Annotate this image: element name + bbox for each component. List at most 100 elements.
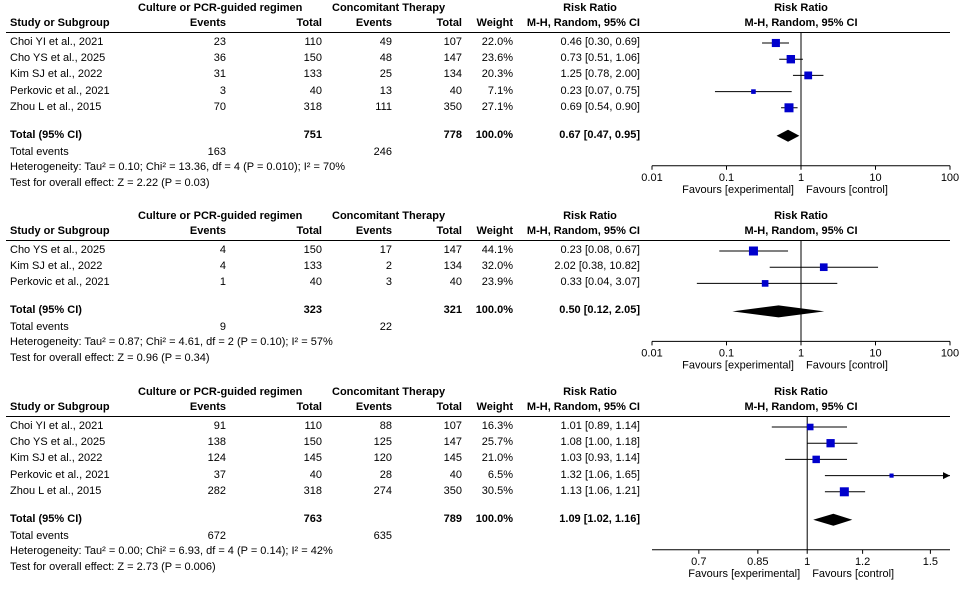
total-ctrl-total: 789 [443, 512, 462, 525]
total-events-label: Total events [10, 145, 69, 158]
rr-ci-cell: 0.46 [0.30, 0.69] [560, 36, 640, 48]
exp-group-header: Culture or PCR-guided regimen [138, 210, 303, 222]
ctrl-events-cell: 25 [379, 68, 392, 81]
ctrl-events-cell: 49 [379, 36, 392, 48]
exp-total-header: Total [296, 401, 322, 413]
ctrl-events-header: Events [355, 401, 392, 413]
overall-effect-text: Test for overall effect: Z = 2.22 (P = 0… [10, 176, 210, 189]
point-estimate-marker [826, 439, 835, 448]
point-estimate-marker [806, 423, 814, 431]
method-header: M-H, Random, 95% CI [526, 225, 640, 237]
exp-events-header: Events [189, 401, 226, 413]
x-tick-label: 100 [941, 172, 959, 184]
total-weight: 100.0% [475, 128, 513, 141]
weight-header: Weight [476, 401, 513, 413]
exp-events-header: Events [189, 225, 226, 237]
exp-events-cell: 3 [219, 84, 226, 97]
total-label: Total (95% CI) [10, 512, 82, 525]
exp-events-cell: 282 [207, 484, 226, 497]
favours-experimental-label: Favours [experimental] [688, 568, 800, 580]
exp-events-cell: 37 [213, 468, 226, 481]
plot-column-header: Risk Ratio [774, 2, 828, 14]
weight-cell: 25.7% [481, 436, 513, 449]
total-rr-ci: 1.09 [1.02, 1.16] [559, 512, 640, 525]
plot-column-header: Risk Ratio [774, 210, 828, 222]
study-name: Choi YI et al., 2021 [10, 36, 104, 48]
favours-control-label: Favours [control] [812, 568, 894, 580]
exp-total-cell: 150 [303, 244, 322, 256]
weight-cell: 23.6% [481, 52, 513, 65]
plot-method-header: M-H, Random, 95% CI [744, 17, 858, 29]
favours-control-label: Favours [control] [806, 359, 888, 371]
ctrl-total-header: Total [436, 225, 462, 237]
forest-panel-3: Culture or PCR-guided regimen Concomitant… [0, 384, 962, 592]
rr-ci-cell: 2.02 [0.38, 10.82] [554, 260, 640, 273]
ctrl-total-cell: 147 [443, 436, 462, 449]
rr-ci-cell: 1.01 [0.89, 1.14] [560, 420, 640, 432]
exp-total-cell: 150 [303, 52, 322, 65]
weight-cell: 23.9% [481, 276, 513, 289]
exp-total-cell: 110 [304, 36, 322, 48]
rr-ci-cell: 1.25 [0.78, 2.00] [560, 68, 640, 81]
x-tick-label: 1 [798, 347, 804, 359]
total-exp-total: 763 [303, 512, 322, 525]
exp-events-cell: 4 [219, 260, 226, 273]
total-weight: 100.0% [475, 512, 513, 525]
x-tick-label: 1 [798, 172, 804, 184]
total-exp-total: 751 [303, 128, 322, 141]
study-name: Cho YS et al., 2025 [10, 52, 106, 65]
exp-total-cell: 145 [303, 452, 322, 465]
ctrl-total-header: Total [436, 17, 462, 29]
x-tick-label: 10 [869, 172, 881, 184]
study-column-header: Study or Subgroup [10, 225, 110, 237]
exp-group-header: Culture or PCR-guided regimen [138, 2, 303, 14]
ctrl-events-cell: 13 [379, 84, 392, 97]
rr-ci-cell: 1.32 [1.06, 1.65] [560, 468, 640, 481]
weight-header: Weight [476, 17, 513, 29]
ctrl-events-cell: 28 [379, 468, 392, 481]
plot-method-header: M-H, Random, 95% CI [744, 225, 858, 237]
weight-header: Weight [476, 225, 513, 237]
point-estimate-marker [839, 487, 849, 497]
total-label: Total (95% CI) [10, 128, 82, 141]
exp-total-cell: 133 [303, 68, 322, 81]
weight-cell: 44.1% [481, 244, 513, 256]
study-name: Choi YI et al., 2021 [10, 420, 104, 432]
heterogeneity-text: Heterogeneity: Tau² = 0.10; Chi² = 13.36… [10, 160, 345, 173]
method-header: M-H, Random, 95% CI [526, 401, 640, 413]
ctrl-total-cell: 350 [443, 484, 462, 497]
point-estimate-marker [748, 246, 758, 256]
rr-ci-cell: 1.03 [0.93, 1.14] [560, 452, 640, 465]
header-rule [6, 416, 950, 417]
exp-events-cell: 1 [219, 276, 226, 289]
ci-arrow [943, 472, 950, 480]
heterogeneity-text: Heterogeneity: Tau² = 0.00; Chi² = 6.93,… [10, 544, 333, 557]
method-header: M-H, Random, 95% CI [526, 17, 640, 29]
overall-effect-text: Test for overall effect: Z = 2.73 (P = 0… [10, 560, 216, 573]
ctrl-total-cell: 350 [443, 100, 462, 113]
forest-plot: 0.01 0.1 1 10 100 Favours [experimental] Favou… [641, 32, 959, 196]
point-estimate-marker [784, 103, 794, 113]
overall-effect-text: Test for overall effect: Z = 0.96 (P = 0… [10, 352, 210, 365]
ctrl-group-header: Concomitant Therapy [332, 2, 446, 14]
rr-ci-cell: 0.23 [0.07, 0.75] [560, 84, 640, 97]
x-tick-label: 1.5 [923, 556, 938, 568]
total-events-label: Total events [10, 321, 69, 334]
point-estimate-marker [819, 263, 828, 272]
total-events-ctrl: 22 [379, 321, 392, 334]
x-tick-label: 0.7 [691, 556, 706, 568]
ctrl-total-cell: 147 [443, 52, 462, 65]
x-tick-label: 0.01 [641, 172, 662, 184]
exp-events-cell: 91 [213, 420, 226, 432]
study-name: Cho YS et al., 2025 [10, 436, 106, 449]
ctrl-total-cell: 145 [443, 452, 462, 465]
forest-plot: 0.7 0.85 1 1.2 1.5 Favours [experimental] Favo… [652, 416, 950, 580]
total-ctrl-total: 778 [443, 128, 462, 141]
favours-experimental-label: Favours [experimental] [682, 359, 794, 371]
ctrl-total-cell: 40 [449, 276, 462, 289]
exp-events-cell: 138 [207, 436, 226, 449]
x-tick-label: 0.1 [719, 347, 734, 359]
ctrl-total-cell: 147 [443, 244, 462, 256]
study-name: Cho YS et al., 2025 [10, 244, 106, 256]
study-name: Perkovic et al., 2021 [10, 84, 110, 97]
